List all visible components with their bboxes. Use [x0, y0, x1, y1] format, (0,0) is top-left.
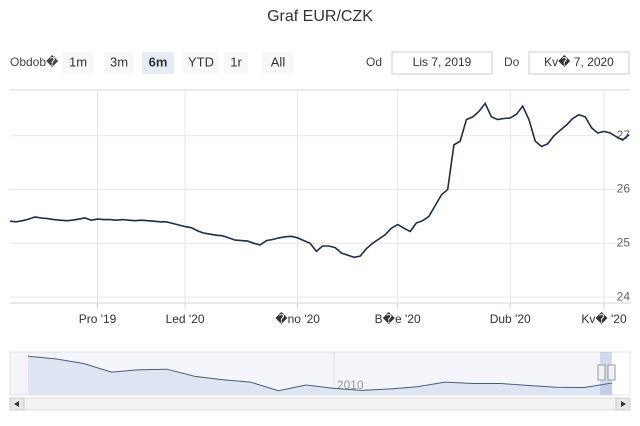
- range-button[interactable]: [262, 52, 294, 74]
- x-tick-label: Pro '19: [79, 312, 117, 326]
- from-value[interactable]: Lis 7, 2019: [413, 55, 472, 69]
- range-label: Obdob�: [10, 55, 59, 69]
- range-button[interactable]: [183, 52, 219, 74]
- range-button[interactable]: [104, 52, 134, 74]
- from-label: Od: [366, 55, 382, 69]
- y-tick-label: 25: [617, 235, 631, 249]
- arrow-right: [621, 401, 626, 407]
- navigator-handle[interactable]: [597, 364, 606, 381]
- range-button[interactable]: [142, 52, 174, 74]
- range-button[interactable]: [62, 52, 94, 74]
- navigator-area: [28, 356, 612, 395]
- x-tick-label: �no '20: [275, 312, 320, 326]
- range-button-label[interactable]: 6m: [149, 54, 168, 69]
- x-tick-label: Dub '20: [490, 312, 531, 326]
- to-label: Do: [504, 55, 520, 69]
- navigator-handle[interactable]: [607, 364, 616, 381]
- arrow-left: [14, 401, 19, 407]
- range-button[interactable]: [224, 52, 248, 74]
- x-tick-label: Led '20: [166, 312, 205, 326]
- y-tick-label: 24: [617, 289, 631, 303]
- chart-title: Graf EUR/CZK: [267, 8, 373, 25]
- to-value[interactable]: Kv� 7, 2020: [544, 55, 614, 69]
- navigator-selection[interactable]: [600, 352, 612, 395]
- price-line: [9, 101, 630, 259]
- y-tick-label: 26: [617, 182, 631, 196]
- range-button-label[interactable]: All: [271, 54, 286, 69]
- scrollbar[interactable]: [9, 397, 631, 411]
- navigator-mask: [10, 352, 600, 395]
- range-button-label[interactable]: 1m: [69, 54, 87, 69]
- range-button-label[interactable]: 1r: [230, 54, 242, 69]
- from-input[interactable]: [391, 51, 493, 75]
- range-button-label[interactable]: YTD: [188, 54, 214, 69]
- x-tick-label: Kv� '20: [581, 312, 627, 326]
- navigator-line: [27, 355, 613, 392]
- x-tick-label: B�e '20: [375, 312, 421, 326]
- to-input[interactable]: [528, 51, 630, 75]
- range-button-label[interactable]: 3m: [110, 54, 128, 69]
